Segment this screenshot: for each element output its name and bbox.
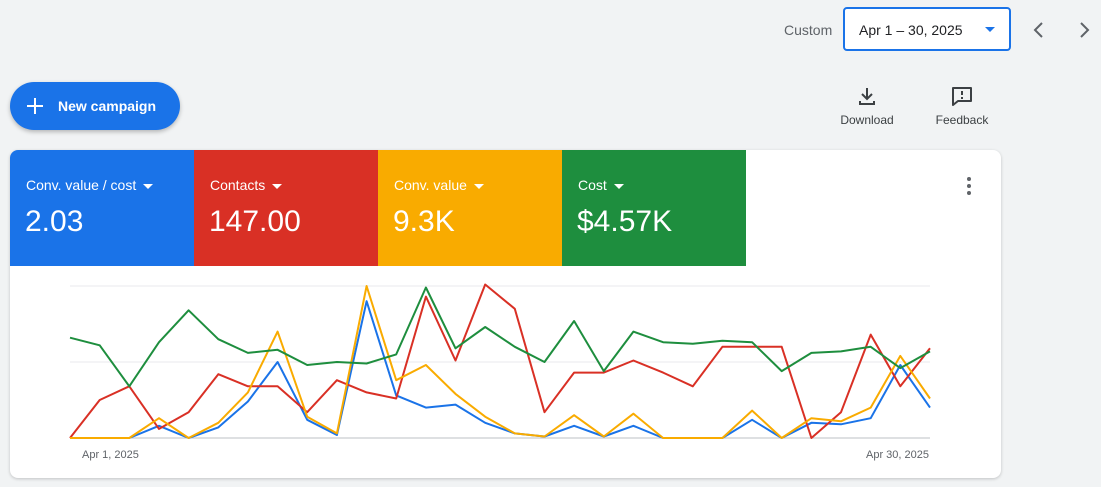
more-options-button[interactable] <box>960 174 978 198</box>
chevron-left-icon <box>1033 22 1043 38</box>
caret-down-icon <box>272 183 283 189</box>
date-range-value: Apr 1 – 30, 2025 <box>859 22 963 38</box>
date-range-prefix: Custom <box>784 22 833 38</box>
download-label: Download <box>840 113 894 127</box>
previous-period-button[interactable] <box>1028 18 1048 42</box>
chevron-right-icon <box>1080 22 1090 38</box>
metric-tile-contacts[interactable]: Contacts 147.00 <box>194 150 378 266</box>
date-range-picker[interactable]: Apr 1 – 30, 2025 <box>843 7 1011 51</box>
chart-grid <box>70 285 930 439</box>
feedback-button[interactable]: Feedback <box>927 86 997 127</box>
caret-down-icon <box>143 183 154 189</box>
metric-tile-conv-value-cost[interactable]: Conv. value / cost 2.03 <box>10 150 194 266</box>
next-period-button[interactable] <box>1075 18 1095 42</box>
x-tick-end: Apr 30, 2025 <box>866 449 929 461</box>
metric-name: Conv. value / cost <box>26 177 137 193</box>
chart-lines <box>69 283 931 439</box>
metric-value: $4.57K <box>577 205 673 238</box>
plus-icon <box>27 98 43 114</box>
caret-down-icon <box>985 27 995 32</box>
metric-value: 2.03 <box>25 205 84 238</box>
metric-name: Cost <box>578 177 607 193</box>
series-line-cost <box>69 286 931 388</box>
performance-line-chart: Apr 1, 2025 Apr 30, 2025 <box>69 283 931 461</box>
download-button[interactable]: Download <box>832 86 902 127</box>
caret-down-icon <box>473 183 484 189</box>
metric-tile-conv-value[interactable]: Conv. value 9.3K <box>378 150 562 266</box>
more-vert-icon <box>967 177 971 195</box>
new-campaign-label: New campaign <box>58 98 157 114</box>
feedback-label: Feedback <box>935 113 989 127</box>
feedback-icon <box>952 87 972 106</box>
metric-value: 9.3K <box>393 205 455 238</box>
x-tick-start: Apr 1, 2025 <box>82 449 139 461</box>
caret-down-icon <box>613 183 624 189</box>
metric-tile-cost[interactable]: Cost $4.57K <box>562 150 746 266</box>
performance-card: Conv. value / cost 2.03 Contacts 147.00 … <box>10 150 1001 478</box>
new-campaign-button[interactable]: New campaign <box>10 82 180 130</box>
metric-name: Conv. value <box>394 177 467 193</box>
download-icon <box>859 88 875 105</box>
metric-value: 147.00 <box>209 205 301 238</box>
series-line-conv-value <box>70 285 931 439</box>
metric-name: Contacts <box>210 177 266 193</box>
series-line-contacts <box>69 283 931 439</box>
